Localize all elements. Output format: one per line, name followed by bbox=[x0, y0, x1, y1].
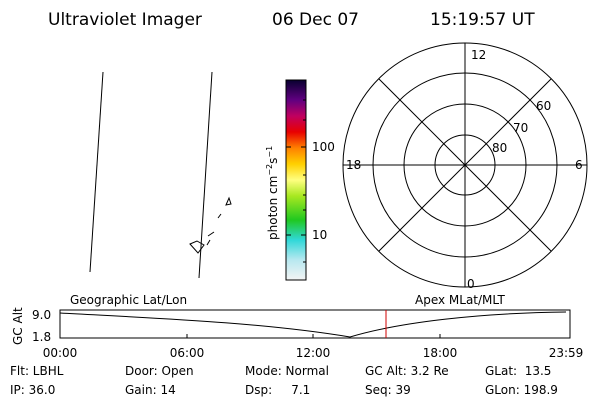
map bbox=[89, 71, 232, 279]
label-base: photon cm bbox=[266, 176, 280, 240]
y-axis-label: GC Alt bbox=[11, 307, 25, 345]
time: 15:19:57 UT bbox=[430, 10, 535, 30]
status-field: Seq: 39 bbox=[365, 383, 411, 397]
status-field: Mode: Normal bbox=[245, 364, 329, 378]
mlt-label: 12 bbox=[471, 48, 486, 62]
meridian bbox=[89, 71, 104, 273]
status-field: IP: 36.0 bbox=[10, 383, 55, 397]
instrument-title: Ultraviolet Imager bbox=[48, 10, 202, 30]
colorbar-label: photon cm−2s−1 bbox=[265, 146, 280, 240]
lat-label: 60 bbox=[536, 99, 551, 113]
x-tick-label: 12:00 bbox=[296, 346, 331, 360]
mlt-label: 6 bbox=[575, 158, 583, 172]
x-tick-label: 00:00 bbox=[43, 346, 78, 360]
lat-label: 80 bbox=[492, 141, 507, 155]
label-exp: −2 bbox=[265, 164, 274, 176]
timeline-frame bbox=[59, 309, 571, 339]
status-panel: Flt: LBHL Door: Open Mode: Normal GC Alt: 3… bbox=[10, 364, 558, 397]
colorbar-tick-label: 10 bbox=[312, 228, 327, 242]
x-tick-label: 18:00 bbox=[423, 346, 458, 360]
colorbar bbox=[285, 79, 307, 281]
timeline-left-title: Geographic Lat/Lon bbox=[70, 293, 187, 307]
spokes bbox=[343, 43, 587, 287]
polar-grid bbox=[342, 42, 588, 288]
mlt-label: 18 bbox=[346, 158, 361, 172]
mlt-label: 0 bbox=[467, 277, 475, 291]
x-tick-label: 23:59 bbox=[549, 346, 584, 360]
y-tick-label: 9.0 bbox=[32, 308, 51, 322]
x-ticks bbox=[186, 334, 441, 338]
status-field: GLat: 13.5 bbox=[485, 364, 551, 378]
status-field: GLon: 198.9 bbox=[485, 383, 558, 397]
x-tick-label: 06:00 bbox=[170, 346, 205, 360]
label-exp: −1 bbox=[265, 146, 274, 158]
status-field: Flt: LBHL bbox=[10, 364, 64, 378]
lat-label: 70 bbox=[513, 121, 528, 135]
status-field: GC Alt: 3.2 Re bbox=[365, 364, 449, 378]
colorbar-tick-label: 100 bbox=[312, 140, 335, 154]
colorbar-ticks bbox=[286, 99, 306, 263]
date: 06 Dec 07 bbox=[272, 10, 359, 30]
status-field: Door: Open bbox=[125, 364, 194, 378]
status-field: Dsp: 7.1 bbox=[245, 383, 310, 397]
y-tick-label: 1.8 bbox=[32, 330, 51, 344]
altitude-curve bbox=[59, 311, 567, 338]
timeline-right-title: Apex MLat/MLT bbox=[415, 293, 505, 307]
status-field: Gain: 14 bbox=[125, 383, 176, 397]
coastline bbox=[189, 196, 232, 254]
label-unit: s bbox=[266, 158, 280, 164]
